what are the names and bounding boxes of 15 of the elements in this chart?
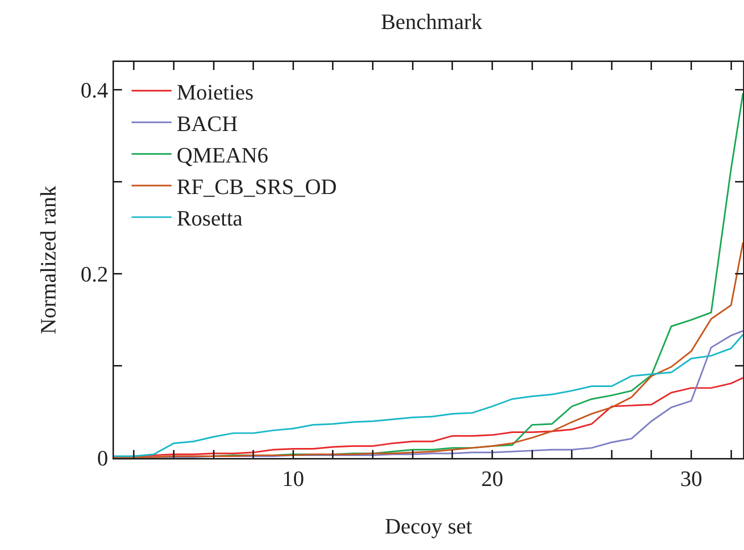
chart-title: Benchmark (380, 9, 482, 34)
legend-label: Moieties (176, 79, 254, 104)
x-tick-label: 30 (680, 466, 702, 491)
x-axis-title: Decoy set (384, 514, 472, 539)
x-tick-label: 10 (282, 466, 304, 491)
legend-label: BACH (176, 110, 238, 136)
legend-label: QMEAN6 (176, 142, 268, 168)
y-tick-label: 0 (97, 446, 108, 471)
x-tick-label: 20 (481, 466, 504, 491)
legend-label: RF_CB_SRS_OD (176, 174, 337, 200)
line-series (114, 242, 743, 458)
y-tick-label: 0.2 (80, 262, 108, 287)
y-axis-title: Normalized rank (36, 186, 61, 334)
legend-label: Rosetta (176, 206, 243, 231)
y-tick-label: 0.4 (80, 77, 108, 102)
